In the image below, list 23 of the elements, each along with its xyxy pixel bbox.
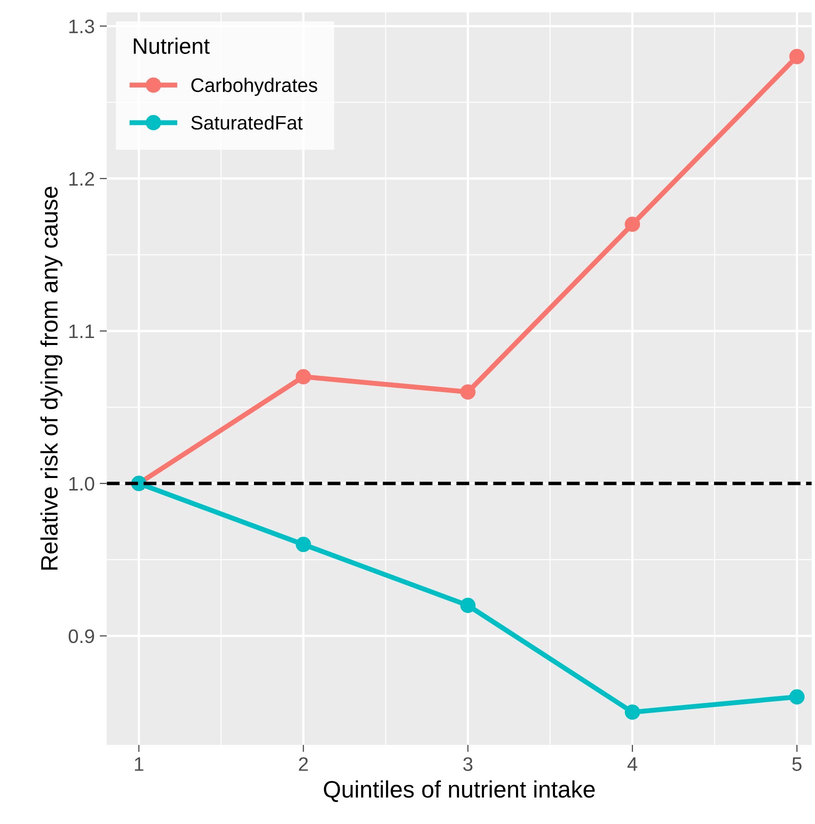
- x-axis-title: Quintiles of nutrient intake: [324, 780, 595, 802]
- y-tick-label: 1.1: [69, 324, 94, 338]
- x-tick-label: 2: [298, 757, 308, 771]
- point: [296, 536, 312, 552]
- y-tick-label: 1.0: [69, 476, 94, 491]
- legend-label: SaturatedFat: [191, 115, 303, 130]
- y-tick-label: 0.9: [68, 629, 94, 644]
- x-tick-label: 4: [627, 757, 638, 771]
- legend-label: Carbohydrates: [191, 78, 318, 96]
- point: [624, 216, 640, 232]
- point: [296, 369, 312, 384]
- x-tick-label: 1: [134, 757, 144, 771]
- point: [460, 598, 476, 614]
- x-tick-label: 5: [792, 757, 802, 771]
- x-tick-label: 3: [463, 757, 472, 771]
- legend-title: Nutrient: [134, 38, 210, 54]
- point: [789, 689, 805, 705]
- y-axis-title: Relative risk of dying from any cause: [40, 186, 62, 570]
- y-tick-label: 1.2: [69, 172, 94, 186]
- point: [624, 704, 640, 720]
- point: [789, 48, 805, 64]
- point: [460, 384, 476, 400]
- y-tick-label: 1.3: [69, 20, 94, 34]
